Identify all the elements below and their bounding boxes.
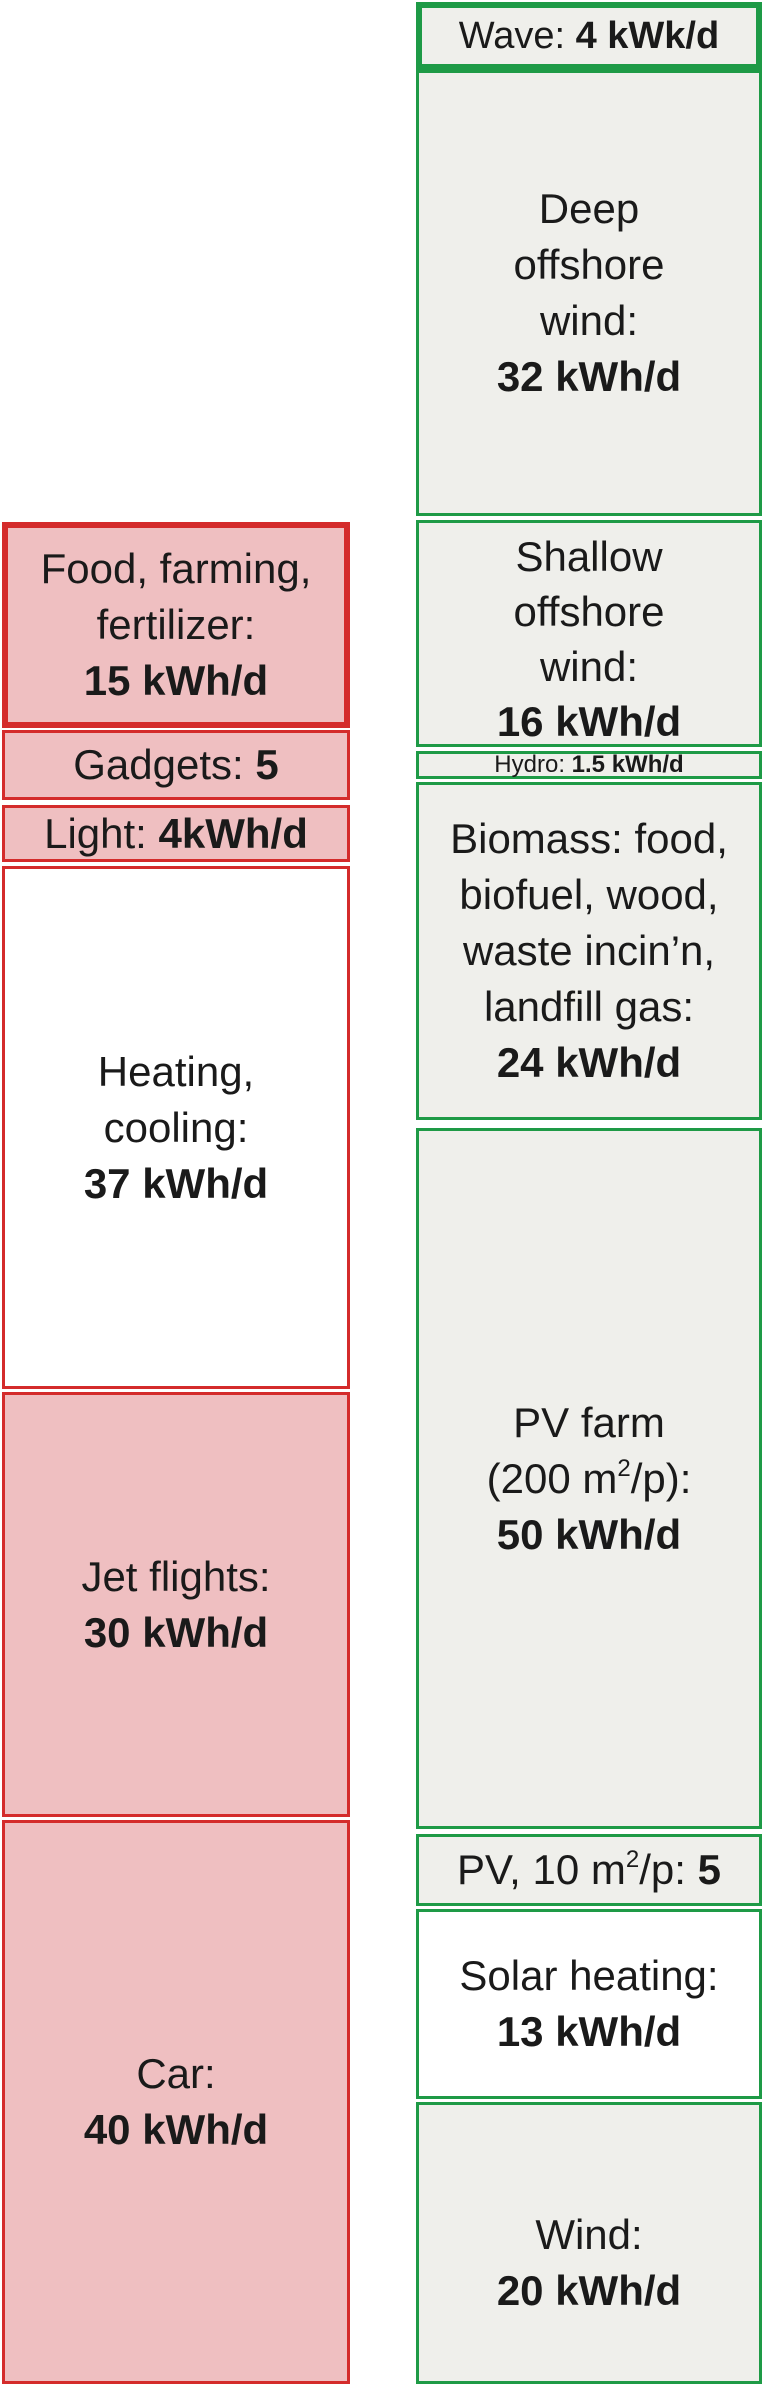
wind-value: 20 kWh/d <box>496 2267 682 2314</box>
gadgets-value: 5 <box>255 741 279 788</box>
heating-label-line1: Heating, <box>97 1047 255 1095</box>
biomass-box: Biomass: food, biofuel, wood, waste inci… <box>416 782 762 1120</box>
biomass-line3: waste incin’n, <box>462 927 716 974</box>
deep-wind-line1: Deep <box>538 185 640 232</box>
heating-cooling-text: Heating, cooling: 37 kWh/d <box>84 1044 268 1212</box>
pv-farm-line2: (200 m2/p): <box>487 1451 692 1507</box>
heating-cooling-box: Heating, cooling: 37 kWh/d <box>2 866 350 1389</box>
shallow-offshore-wind-text: Shallow offshore wind: 16 kWh/d <box>497 529 681 749</box>
deep-wind-line3: wind: <box>539 297 639 344</box>
shallow-wind-line3: wind: <box>539 642 639 690</box>
light-value: 4kWh/d <box>158 809 308 857</box>
biomass-line4: landfill gas: <box>483 983 695 1030</box>
deep-offshore-wind-box: Deep offshore wind: 32 kWh/d <box>416 70 762 516</box>
pv-farm-box: PV farm (200 m2/p): 50 kWh/d <box>416 1128 762 1829</box>
wave-text: Wave: 4 kWk/d <box>459 8 719 64</box>
food-value: 15 kWh/d <box>83 657 269 704</box>
light-text: Light: 4kWh/d <box>44 806 308 862</box>
pv-farm-area-unit: /p): <box>630 1454 692 1502</box>
food-label-line1: Food, farming, <box>40 545 312 592</box>
wind-text: Wind: 20 kWh/d <box>497 2207 681 2319</box>
food-farming-fertilizer-text: Food, farming, fertilizer: 15 kWh/d <box>41 541 312 709</box>
solar-heating-box: Solar heating: 13 kWh/d <box>416 1909 762 2099</box>
jet-flights-text: Jet flights: 30 kWh/d <box>81 1549 270 1661</box>
pv-roof-exponent: 2 <box>625 1846 640 1873</box>
shallow-wind-value: 16 kWh/d <box>496 697 682 745</box>
car-box: Car: 40 kWh/d <box>2 1820 350 2384</box>
car-value: 40 kWh/d <box>83 2106 269 2153</box>
wave-box: Wave: 4 kWk/d <box>416 2 762 70</box>
deep-wind-line2: offshore <box>513 241 665 288</box>
biomass-line2: biofuel, wood, <box>459 871 719 918</box>
shallow-wind-line1: Shallow <box>515 532 663 580</box>
wind-box: Wind: 20 kWh/d <box>416 2102 762 2384</box>
jet-label: Jet flights: <box>81 1552 271 1600</box>
gadgets-label: Gadgets: <box>73 741 256 788</box>
car-text: Car: 40 kWh/d <box>84 2046 268 2158</box>
pv-farm-area-exponent: 2 <box>617 1454 631 1482</box>
pv-roof-value: 5 <box>697 1846 721 1893</box>
car-label: Car: <box>136 2050 216 2097</box>
biomass-text: Biomass: food, biofuel, wood, waste inci… <box>450 811 728 1091</box>
gadgets-text: Gadgets: 5 <box>73 737 278 793</box>
heating-value: 37 kWh/d <box>83 1159 269 1207</box>
pv-farm-value: 50 kWh/d <box>496 1510 682 1558</box>
pv-farm-line1: PV farm <box>513 1398 665 1446</box>
light-label: Light: <box>44 809 159 857</box>
heating-label-line2: cooling: <box>103 1103 249 1151</box>
light-box: Light: 4kWh/d <box>2 805 350 862</box>
pv-farm-text: PV farm (200 m2/p): 50 kWh/d <box>487 1395 692 1563</box>
hydro-box: Hydro: 1.5 kWh/d <box>416 751 762 779</box>
wind-label: Wind: <box>535 2211 643 2258</box>
pv-roof-label-unit: /p: <box>639 1846 698 1893</box>
solar-heating-text: Solar heating: 13 kWh/d <box>459 1948 718 2060</box>
jet-value: 30 kWh/d <box>83 1608 269 1656</box>
deep-wind-value: 32 kWh/d <box>496 353 682 400</box>
hydro-label: Hydro: <box>494 751 572 778</box>
jet-flights-box: Jet flights: 30 kWh/d <box>2 1392 350 1817</box>
solar-heating-value: 13 kWh/d <box>496 2008 682 2055</box>
shallow-offshore-wind-box: Shallow offshore wind: 16 kWh/d <box>416 520 762 747</box>
wave-value: 4 kWk/d <box>575 15 720 57</box>
biomass-line1: Biomass: food, <box>450 815 728 862</box>
solar-heating-label: Solar heating: <box>459 1952 719 1999</box>
gadgets-box: Gadgets: 5 <box>2 730 350 800</box>
food-farming-fertilizer-box: Food, farming, fertilizer: 15 kWh/d <box>2 522 350 728</box>
biomass-value: 24 kWh/d <box>496 1039 682 1086</box>
pv-roof-text: PV, 10 m2/p: 5 <box>457 1842 721 1898</box>
pv-roof-label: PV, 10 m <box>457 1846 626 1893</box>
deep-offshore-wind-text: Deep offshore wind: 32 kWh/d <box>497 181 681 405</box>
wave-label: Wave: <box>458 15 576 57</box>
food-label-line2: fertilizer: <box>96 601 256 648</box>
shallow-wind-line2: offshore <box>513 587 665 635</box>
hydro-text: Hydro: 1.5 kWh/d <box>494 753 683 777</box>
pv-roof-box: PV, 10 m2/p: 5 <box>416 1834 762 1906</box>
hydro-value: 1.5 kWh/d <box>571 751 684 778</box>
pv-farm-area: (200 m <box>486 1454 618 1502</box>
